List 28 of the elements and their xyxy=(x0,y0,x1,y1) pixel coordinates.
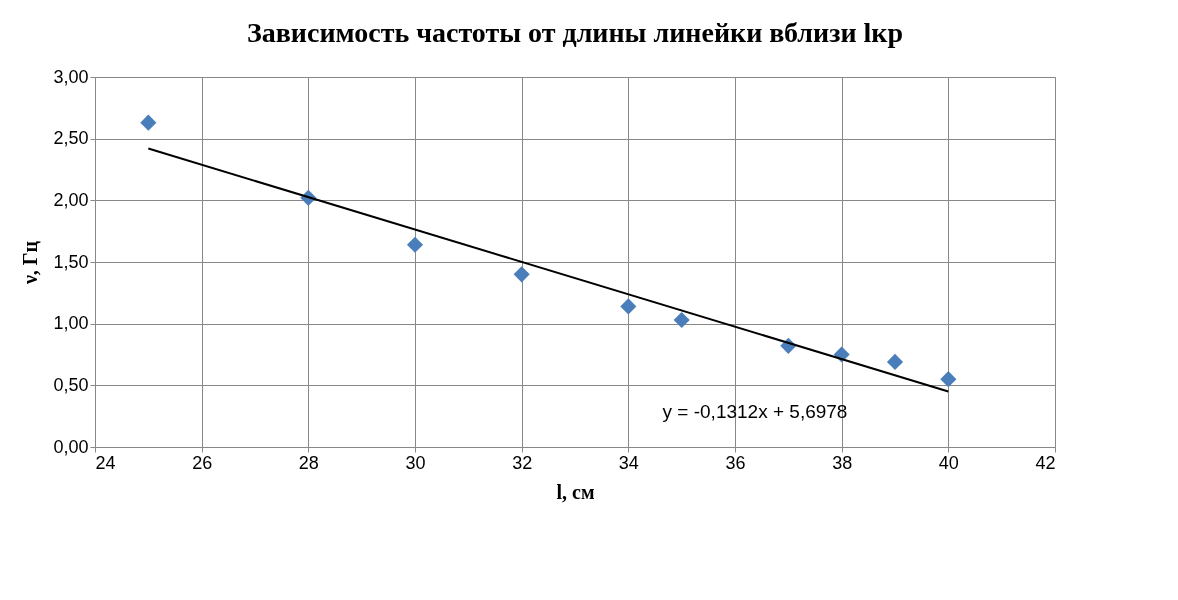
y-tick-label: 1,50 xyxy=(53,251,89,272)
point xyxy=(940,371,957,388)
x-tick-label: 40 xyxy=(938,452,959,473)
y-tick-label: 2,50 xyxy=(53,128,89,149)
point xyxy=(406,236,424,253)
x-tick-label: 42 xyxy=(1035,452,1056,473)
point xyxy=(140,114,157,131)
x-tick-label: 28 xyxy=(298,452,319,473)
y-tick-label: 1,00 xyxy=(53,313,89,334)
x-tick-label: 36 xyxy=(725,452,746,473)
point xyxy=(886,353,904,370)
x-tick-label: 26 xyxy=(192,452,213,473)
y-tick-label: 3,00 xyxy=(53,66,89,87)
point xyxy=(620,298,637,315)
x-tick-label: 38 xyxy=(832,452,853,473)
y-tick-label: 0,50 xyxy=(53,374,89,395)
x-tick-label: 24 xyxy=(95,452,116,473)
x-tick-label: 30 xyxy=(405,452,426,473)
x-axis-title: l, см xyxy=(556,480,595,503)
chart-title: Зависимость частоты от длины линейки вблизи lкр xyxy=(246,17,904,48)
x-tick-label: 34 xyxy=(618,452,639,473)
y-axis-title: ν, Гц xyxy=(19,240,42,286)
point xyxy=(673,311,690,329)
point xyxy=(513,266,530,283)
y-tick-label: 0,00 xyxy=(53,436,89,457)
x-tick-label: 32 xyxy=(512,452,533,473)
annotation: y = -0,1312x + 5,6978 xyxy=(662,401,848,422)
y-tick-label: 2,00 xyxy=(53,189,89,210)
